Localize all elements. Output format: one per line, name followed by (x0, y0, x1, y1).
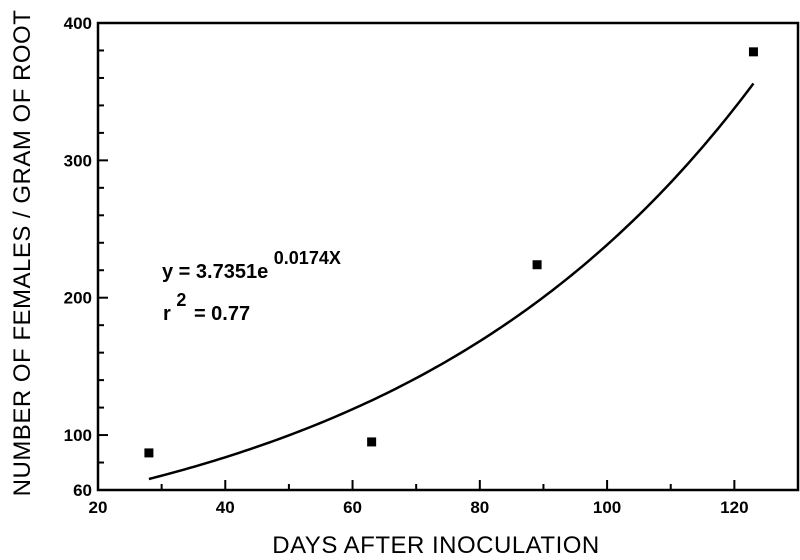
x-tick-label: 120 (720, 498, 748, 517)
data-point (532, 260, 542, 270)
fit-equation-exponent: 0.0174X (274, 248, 341, 268)
r-squared-exponent: 2 (176, 290, 186, 310)
x-tick-label: 60 (343, 498, 362, 517)
fit-equation: y = 3.7351e 0.0174X (162, 248, 341, 283)
y-axis-tick-labels: 60 100 200 300 400 (64, 14, 92, 500)
y-tick-label: 100 (64, 426, 92, 445)
y-tick-label: 400 (64, 14, 92, 33)
plot-frame (96, 21, 800, 492)
y-axis-title: NUMBER OF FEMALES / GRAM OF ROOT (9, 10, 36, 497)
y-axis-ticks (98, 22, 108, 491)
r-squared: r 2 = 0.77 (163, 289, 250, 325)
x-tick-label: 20 (89, 498, 108, 517)
fit-equation-base: y = 3.7351e (162, 261, 268, 283)
data-point (748, 47, 758, 57)
y-tick-label: 300 (64, 151, 92, 170)
x-axis-ticks (97, 480, 799, 490)
x-tick-label: 100 (593, 498, 621, 517)
r-squared-symbol: r (163, 303, 171, 325)
x-tick-label: 80 (470, 498, 489, 517)
x-axis-tick-labels: 20 40 60 80 100 120 (89, 498, 749, 517)
r-squared-value: = 0.77 (194, 303, 250, 325)
fit-curve (148, 82, 755, 481)
y-tick-label: 60 (73, 481, 92, 500)
data-point (144, 448, 154, 458)
data-points (144, 47, 758, 458)
x-tick-label: 40 (216, 498, 235, 517)
x-axis-title: DAYS AFTER INOCULATION (272, 532, 600, 559)
y-tick-label: 200 (64, 289, 92, 308)
data-point (367, 437, 377, 447)
